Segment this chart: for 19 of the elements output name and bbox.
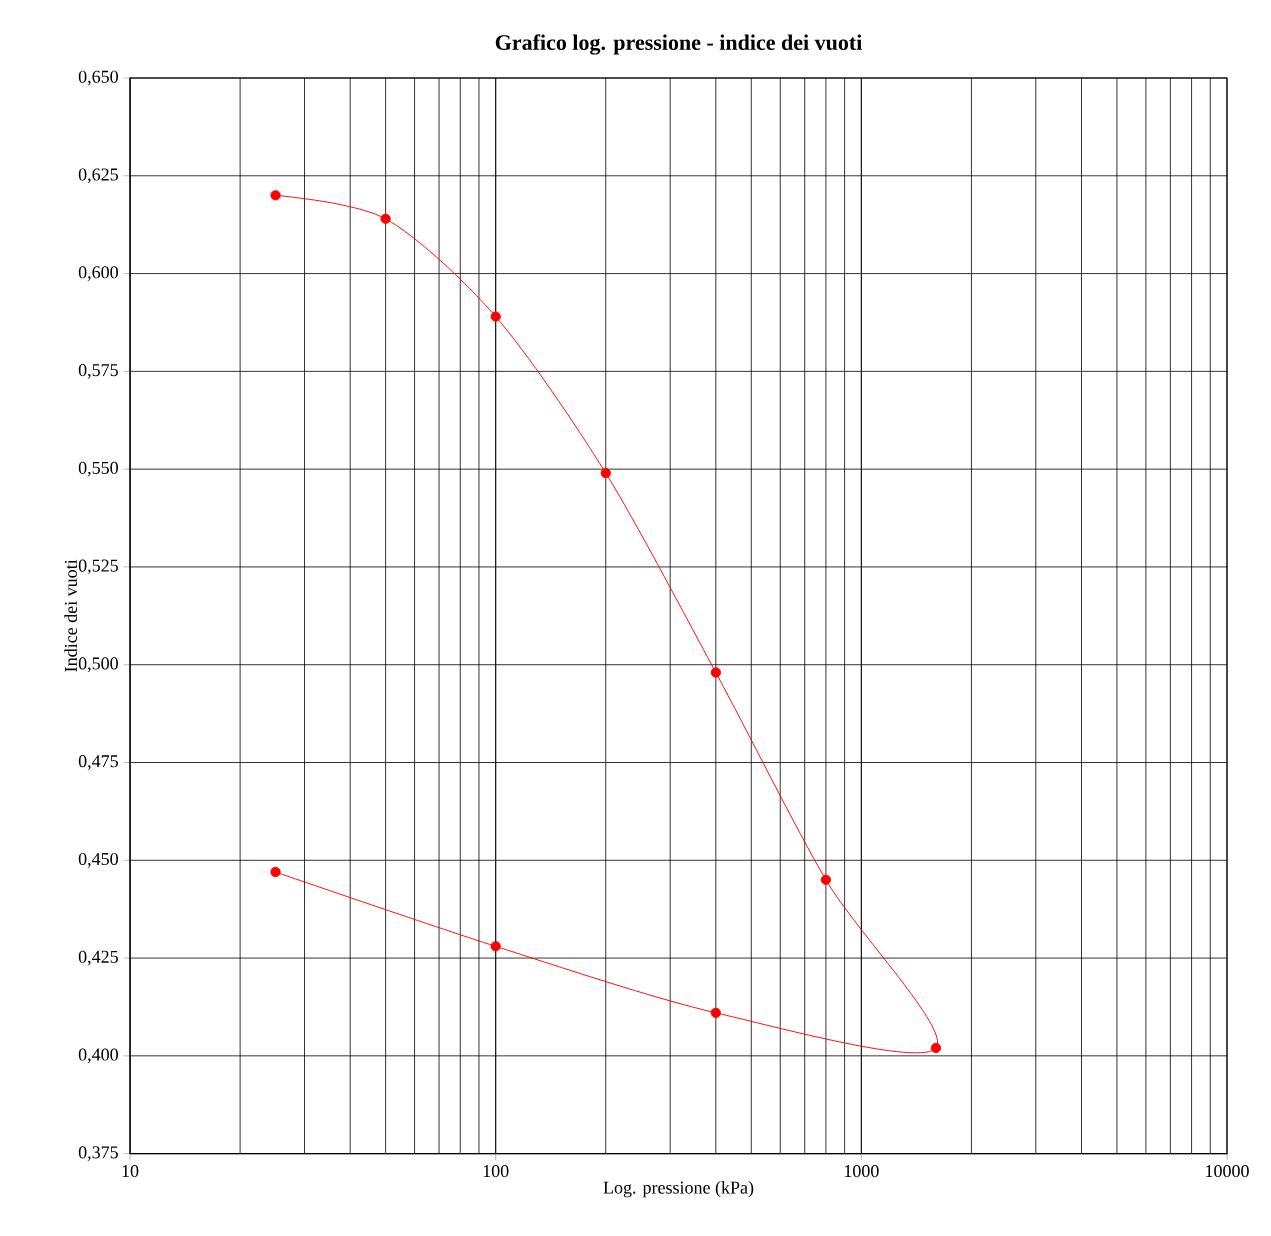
x-axis-title: Log. pressione (kPa) [603,1180,754,1198]
y-tick-label: 0,625 [78,168,118,183]
y-tick-label: 0,650 [78,70,118,86]
y-tick-label: 0,400 [78,1048,118,1064]
y-tick-label: 0,425 [78,950,118,966]
y-tick-label: 0,375 [78,1146,118,1161]
y-tick-label: 0,450 [78,852,118,868]
y-tick-label: 0,475 [78,754,118,770]
y-axis-title: Indice dei vuoti [64,559,77,672]
chart-title: Grafico log. pressione - indice dei vuoti [495,34,862,55]
y-tick-label: 0,600 [78,266,118,281]
x-tick-label: 100 [483,1164,509,1177]
x-tick-label: 10000 [1206,1164,1249,1177]
x-tick-label: 1000 [844,1164,879,1177]
y-tick-label: 0,550 [78,461,118,477]
y-tick-label: 0,575 [78,363,118,379]
y-tick-label: 0,525 [78,559,118,575]
x-tick-label: 10 [122,1164,139,1177]
y-tick-label: 0,500 [78,657,118,672]
